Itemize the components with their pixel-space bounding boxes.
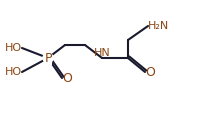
Text: HO: HO	[5, 43, 22, 53]
Text: HN: HN	[94, 48, 110, 58]
Circle shape	[43, 53, 53, 63]
Text: P: P	[44, 52, 52, 64]
Text: HO: HO	[5, 67, 22, 77]
Text: O: O	[62, 72, 72, 84]
Text: H₂N: H₂N	[148, 21, 169, 31]
Text: O: O	[145, 65, 155, 79]
